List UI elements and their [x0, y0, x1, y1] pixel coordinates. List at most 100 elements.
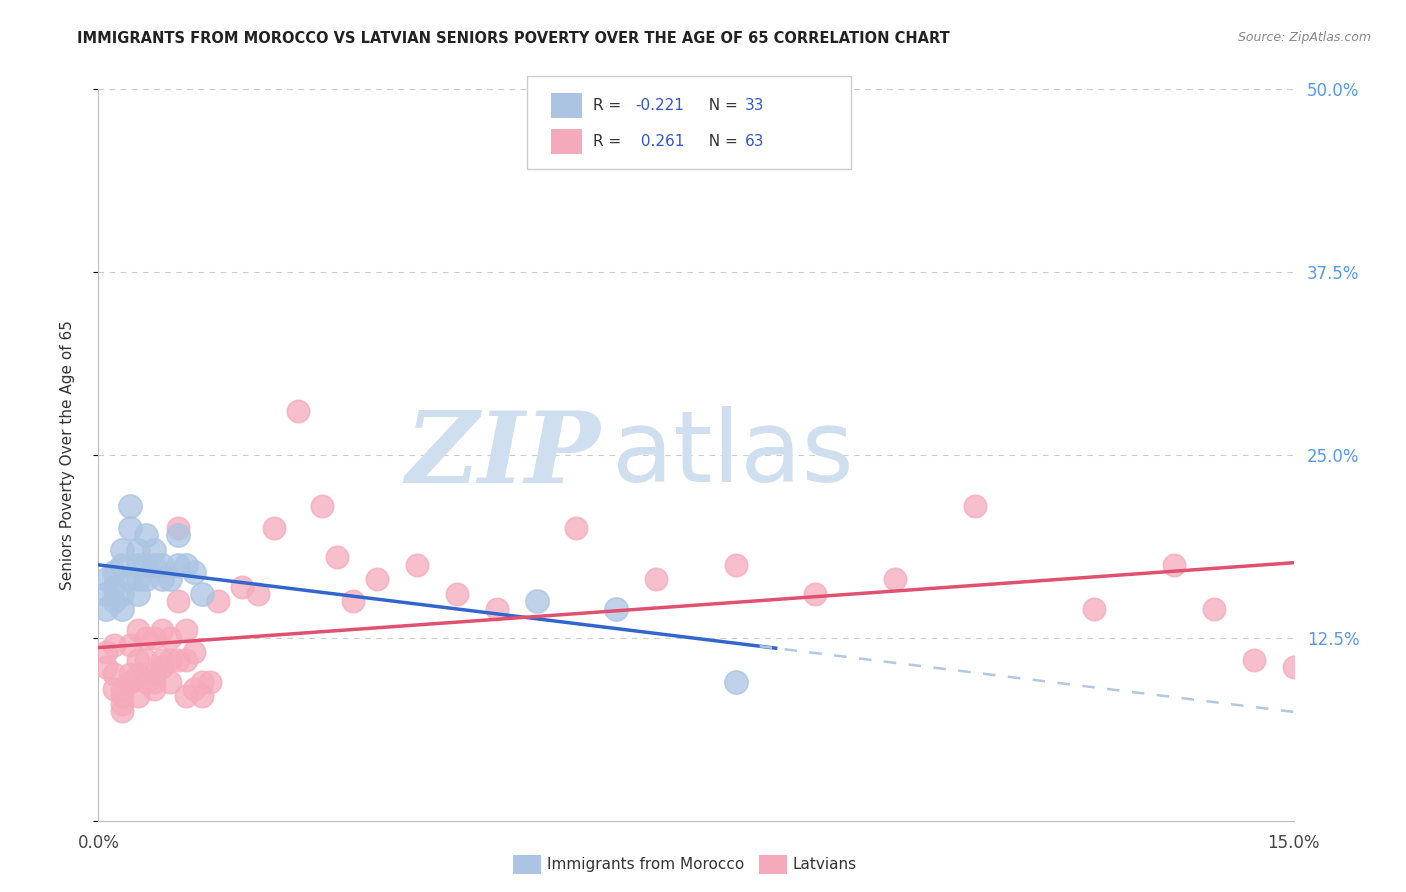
Text: N =: N = [699, 135, 742, 149]
Point [565, 521, 588, 535]
Point [1083, 601, 1105, 615]
Point [96, 587, 118, 601]
Text: 0.261: 0.261 [636, 135, 683, 149]
Point [605, 601, 627, 615]
Point [198, 674, 221, 689]
Point [135, 674, 157, 689]
Point [191, 690, 214, 704]
Point [143, 558, 166, 572]
Point [183, 645, 205, 659]
Text: R =: R = [593, 135, 627, 149]
Point [120, 638, 142, 652]
Text: atlas: atlas [613, 407, 853, 503]
Point [111, 697, 134, 711]
Point [342, 594, 364, 608]
Text: ZIP: ZIP [405, 407, 600, 503]
Point [150, 653, 173, 667]
Point [231, 580, 253, 594]
Point [804, 587, 827, 601]
Text: N =: N = [699, 98, 742, 112]
Point [150, 624, 173, 638]
Point [366, 572, 388, 586]
Text: -0.221: -0.221 [636, 98, 685, 112]
Point [207, 594, 229, 608]
Point [884, 572, 907, 586]
Point [143, 667, 166, 681]
Point [135, 653, 157, 667]
Point [135, 528, 157, 542]
Point [143, 631, 166, 645]
Point [111, 681, 134, 696]
Point [724, 558, 747, 572]
Point [111, 690, 134, 704]
Point [127, 624, 149, 638]
Point [111, 543, 134, 558]
Point [103, 638, 125, 652]
Point [96, 660, 118, 674]
Point [127, 653, 149, 667]
Point [103, 594, 125, 608]
Point [191, 587, 214, 601]
Point [326, 550, 349, 565]
Text: Immigrants from Morocco: Immigrants from Morocco [547, 857, 744, 871]
Point [167, 653, 190, 667]
Point [111, 704, 134, 718]
Point [111, 587, 134, 601]
Point [191, 674, 214, 689]
Point [127, 558, 149, 572]
Point [287, 404, 309, 418]
Point [120, 521, 142, 535]
Point [485, 601, 508, 615]
Point [135, 631, 157, 645]
Point [159, 674, 181, 689]
Text: 63: 63 [745, 135, 765, 149]
Point [135, 572, 157, 586]
Point [183, 565, 205, 579]
Point [263, 521, 285, 535]
Point [1282, 660, 1305, 674]
Point [446, 587, 468, 601]
Point [127, 587, 149, 601]
Point [174, 653, 197, 667]
Point [135, 558, 157, 572]
Point [183, 681, 205, 696]
Point [96, 645, 118, 659]
Text: IMMIGRANTS FROM MOROCCO VS LATVIAN SENIORS POVERTY OVER THE AGE OF 65 CORRELATIO: IMMIGRANTS FROM MOROCCO VS LATVIAN SENIO… [77, 31, 950, 46]
Point [159, 653, 181, 667]
Point [167, 558, 190, 572]
Point [127, 667, 149, 681]
Point [167, 521, 190, 535]
Point [167, 528, 190, 542]
Point [127, 543, 149, 558]
Point [311, 499, 333, 513]
Point [96, 601, 118, 615]
Point [120, 667, 142, 681]
Point [127, 690, 149, 704]
Point [120, 499, 142, 513]
Point [143, 674, 166, 689]
Point [111, 601, 134, 615]
Point [174, 690, 197, 704]
Point [174, 624, 197, 638]
Point [963, 499, 986, 513]
Point [526, 594, 548, 608]
Point [120, 674, 142, 689]
Point [143, 681, 166, 696]
Point [1163, 558, 1185, 572]
Point [645, 572, 668, 586]
Text: Source: ZipAtlas.com: Source: ZipAtlas.com [1237, 31, 1371, 45]
Point [159, 572, 181, 586]
Point [96, 572, 118, 586]
Point [103, 681, 125, 696]
Point [103, 580, 125, 594]
Text: R =: R = [593, 98, 627, 112]
Point [174, 558, 197, 572]
Point [111, 558, 134, 572]
Point [150, 558, 173, 572]
Point [159, 631, 181, 645]
Point [724, 674, 747, 689]
Y-axis label: Seniors Poverty Over the Age of 65: Seniors Poverty Over the Age of 65 [60, 320, 75, 590]
Point [143, 543, 166, 558]
Point [167, 594, 190, 608]
Point [120, 572, 142, 586]
